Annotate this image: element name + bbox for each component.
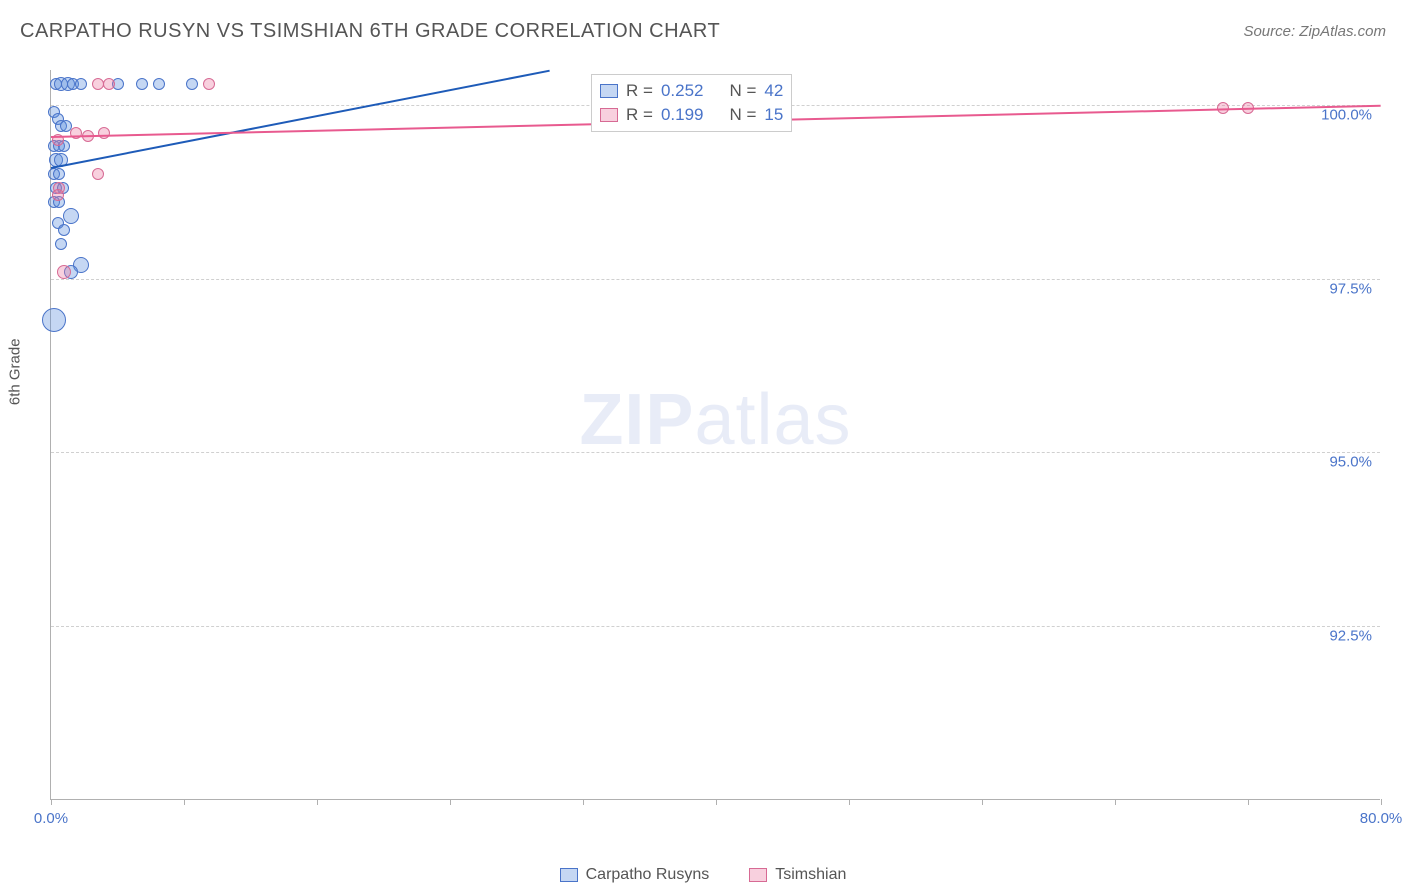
n-label: N = xyxy=(729,105,756,125)
x-tick xyxy=(184,799,185,805)
plot-area: ZIPatlas 92.5%95.0%97.5%100.0%0.0%80.0%R… xyxy=(50,70,1380,800)
x-tick xyxy=(982,799,983,805)
legend-label: Tsimshian xyxy=(775,866,846,884)
x-tick xyxy=(1115,799,1116,805)
data-point xyxy=(136,78,148,90)
stats-box: R = 0.252 N = 42 R = 0.199 N = 15 xyxy=(591,74,792,132)
x-tick-label: 0.0% xyxy=(34,810,68,827)
legend-swatch xyxy=(560,868,578,882)
x-tick xyxy=(51,799,52,805)
data-point xyxy=(153,78,165,90)
legend-item: Tsimshian xyxy=(749,866,846,884)
stats-row: R = 0.199 N = 15 xyxy=(600,103,783,127)
trend-line xyxy=(51,70,550,169)
n-value: 42 xyxy=(764,81,783,101)
gridline xyxy=(51,626,1380,627)
data-point xyxy=(42,308,66,332)
n-value: 15 xyxy=(764,105,783,125)
x-tick xyxy=(583,799,584,805)
r-value: 0.199 xyxy=(661,105,704,125)
y-tick-label: 97.5% xyxy=(1329,280,1372,297)
x-tick xyxy=(1381,799,1382,805)
series-swatch xyxy=(600,108,618,122)
legend-swatch xyxy=(749,868,767,882)
gridline xyxy=(51,452,1380,453)
x-tick xyxy=(317,799,318,805)
data-point xyxy=(58,224,70,236)
stats-row: R = 0.252 N = 42 xyxy=(600,79,783,103)
legend-label: Carpatho Rusyns xyxy=(586,866,710,884)
data-point xyxy=(103,78,115,90)
watermark: ZIPatlas xyxy=(579,379,851,461)
r-label: R = xyxy=(626,105,653,125)
chart-container: 6th Grade ZIPatlas 92.5%95.0%97.5%100.0%… xyxy=(20,60,1390,800)
data-point xyxy=(92,168,104,180)
data-point xyxy=(75,78,87,90)
data-point xyxy=(186,78,198,90)
data-point xyxy=(52,189,64,201)
x-tick xyxy=(849,799,850,805)
data-point xyxy=(57,265,71,279)
y-tick-label: 100.0% xyxy=(1321,106,1372,123)
x-tick-label: 80.0% xyxy=(1360,810,1403,827)
source-label: Source: ZipAtlas.com xyxy=(1243,23,1386,40)
y-tick-label: 92.5% xyxy=(1329,628,1372,645)
data-point xyxy=(92,78,104,90)
data-point xyxy=(53,168,65,180)
gridline xyxy=(51,279,1380,280)
series-swatch xyxy=(600,84,618,98)
y-axis-label: 6th Grade xyxy=(7,338,24,405)
data-point xyxy=(63,208,79,224)
x-tick xyxy=(716,799,717,805)
r-label: R = xyxy=(626,81,653,101)
r-value: 0.252 xyxy=(661,81,704,101)
x-tick xyxy=(1248,799,1249,805)
data-point xyxy=(203,78,215,90)
chart-title: CARPATHO RUSYN VS TSIMSHIAN 6TH GRADE CO… xyxy=(20,20,720,43)
legend: Carpatho Rusyns Tsimshian xyxy=(0,866,1406,884)
y-tick-label: 95.0% xyxy=(1329,454,1372,471)
x-tick xyxy=(450,799,451,805)
data-point xyxy=(55,238,67,250)
legend-item: Carpatho Rusyns xyxy=(560,866,710,884)
n-label: N = xyxy=(729,81,756,101)
